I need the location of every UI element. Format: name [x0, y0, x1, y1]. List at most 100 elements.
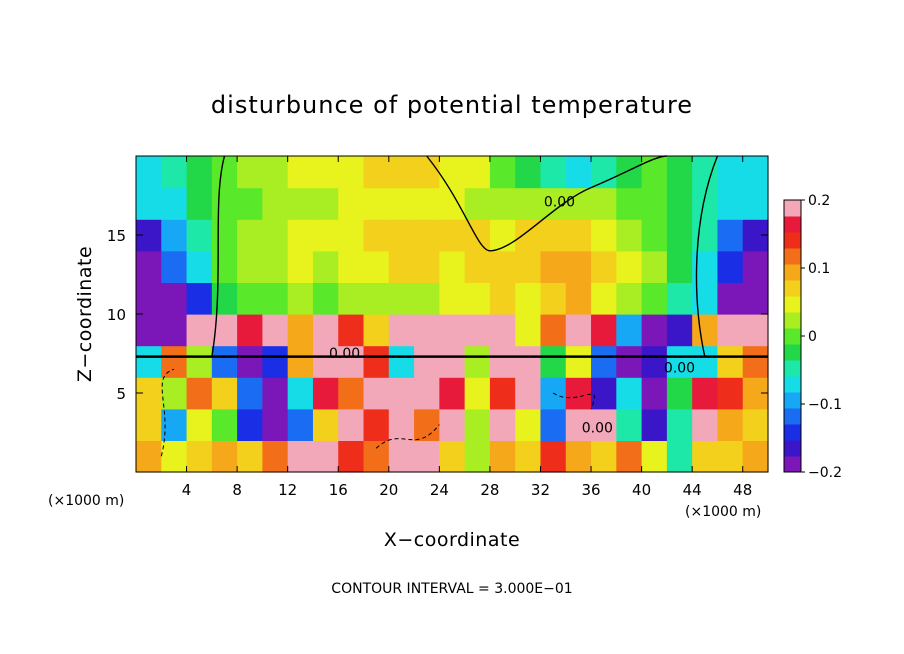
field-cell	[515, 345, 542, 378]
field-cell	[489, 250, 516, 283]
colorbar-swatch	[784, 360, 801, 377]
field-cell	[363, 377, 390, 410]
field-cell	[666, 219, 693, 252]
field-cell	[262, 377, 289, 410]
field-cell	[363, 156, 390, 189]
colorbar-tick-label: −0.2	[808, 465, 842, 481]
field-cell	[211, 187, 238, 220]
field-cell	[161, 219, 188, 252]
field-cell	[363, 345, 390, 378]
field-cell	[591, 408, 617, 441]
field-cell	[591, 440, 617, 473]
field-cell	[338, 345, 365, 378]
field-cell	[388, 156, 415, 189]
field-cell	[211, 408, 238, 441]
field-cell	[312, 314, 339, 347]
field-cell	[515, 156, 542, 189]
field-cell	[211, 377, 238, 410]
field-cell	[692, 156, 719, 189]
field-cell	[388, 219, 415, 252]
field-cell	[666, 156, 693, 189]
field-cell	[692, 314, 719, 347]
x-tick-label: 20	[379, 481, 398, 499]
field-cell	[464, 282, 491, 315]
field-cell	[262, 345, 289, 378]
field-cell	[565, 345, 592, 378]
field-cell	[489, 440, 516, 473]
field-cell	[515, 408, 542, 441]
colorbar-swatch	[784, 440, 801, 457]
field-cell	[540, 187, 567, 220]
field-cell	[641, 377, 668, 410]
colorbar-swatch	[784, 200, 801, 217]
field-cell	[565, 408, 592, 441]
field-cell	[717, 440, 744, 473]
field-cell	[717, 219, 744, 252]
field-cell	[565, 187, 592, 220]
x-tick-label: 44	[683, 481, 702, 499]
field-cell	[161, 314, 188, 347]
colorbar: 0.2 0.1 0 −0.1 −0.2	[783, 193, 842, 481]
field-cell	[161, 440, 188, 473]
x-tick-label: 16	[329, 481, 348, 499]
field-cell	[161, 187, 188, 220]
colorbar-swatch	[784, 216, 801, 233]
field-cell	[464, 345, 491, 378]
field-cell	[186, 377, 213, 410]
field-cell	[540, 440, 567, 473]
field-cell	[489, 219, 516, 252]
field-cell	[540, 282, 567, 315]
field-cell	[489, 314, 516, 347]
field-cell	[641, 408, 668, 441]
field-cell	[565, 282, 592, 315]
field-cell	[414, 187, 440, 220]
field-cell	[489, 345, 516, 378]
x-tick-label: 32	[531, 481, 550, 499]
field-cell	[136, 282, 162, 315]
field-cell	[237, 187, 263, 220]
field-cell	[540, 408, 567, 441]
field-cell	[186, 219, 213, 252]
field-cell	[136, 314, 162, 347]
field-cell	[489, 408, 516, 441]
field-cell	[363, 282, 390, 315]
field-cell	[312, 250, 339, 283]
field-cell	[565, 377, 592, 410]
field-cell	[616, 314, 643, 347]
field-cell	[186, 250, 213, 283]
colorbar-swatch	[784, 424, 801, 441]
field-cell	[616, 187, 643, 220]
field-cell	[489, 156, 516, 189]
field-cell	[262, 187, 289, 220]
x-unit-left: (×1000 m)	[48, 493, 124, 509]
field-cell	[515, 314, 542, 347]
colorbar-swatch	[784, 392, 801, 409]
field-cell	[641, 219, 668, 252]
field-cell	[439, 250, 466, 283]
field-cell	[717, 156, 744, 189]
field-cell	[338, 187, 365, 220]
field-cell	[439, 219, 466, 252]
field-cell	[742, 282, 769, 315]
x-tick-label: 8	[232, 481, 242, 499]
field-cell	[161, 282, 188, 315]
field-cell	[237, 156, 263, 189]
field-cell	[237, 345, 263, 378]
field-cell	[237, 219, 263, 252]
field-cell	[565, 156, 592, 189]
field-cell	[666, 440, 693, 473]
field-cell	[414, 156, 440, 189]
field-cell	[338, 250, 365, 283]
field-cell	[136, 440, 162, 473]
field-cell	[414, 219, 440, 252]
field-cell	[641, 345, 668, 378]
field-cell	[742, 187, 769, 220]
field-cell	[136, 345, 162, 378]
field-cell	[312, 187, 339, 220]
colorbar-swatch	[784, 312, 801, 329]
field-cell	[540, 345, 567, 378]
field-cell	[515, 282, 542, 315]
field-cell	[363, 314, 390, 347]
field-cell	[388, 377, 415, 410]
